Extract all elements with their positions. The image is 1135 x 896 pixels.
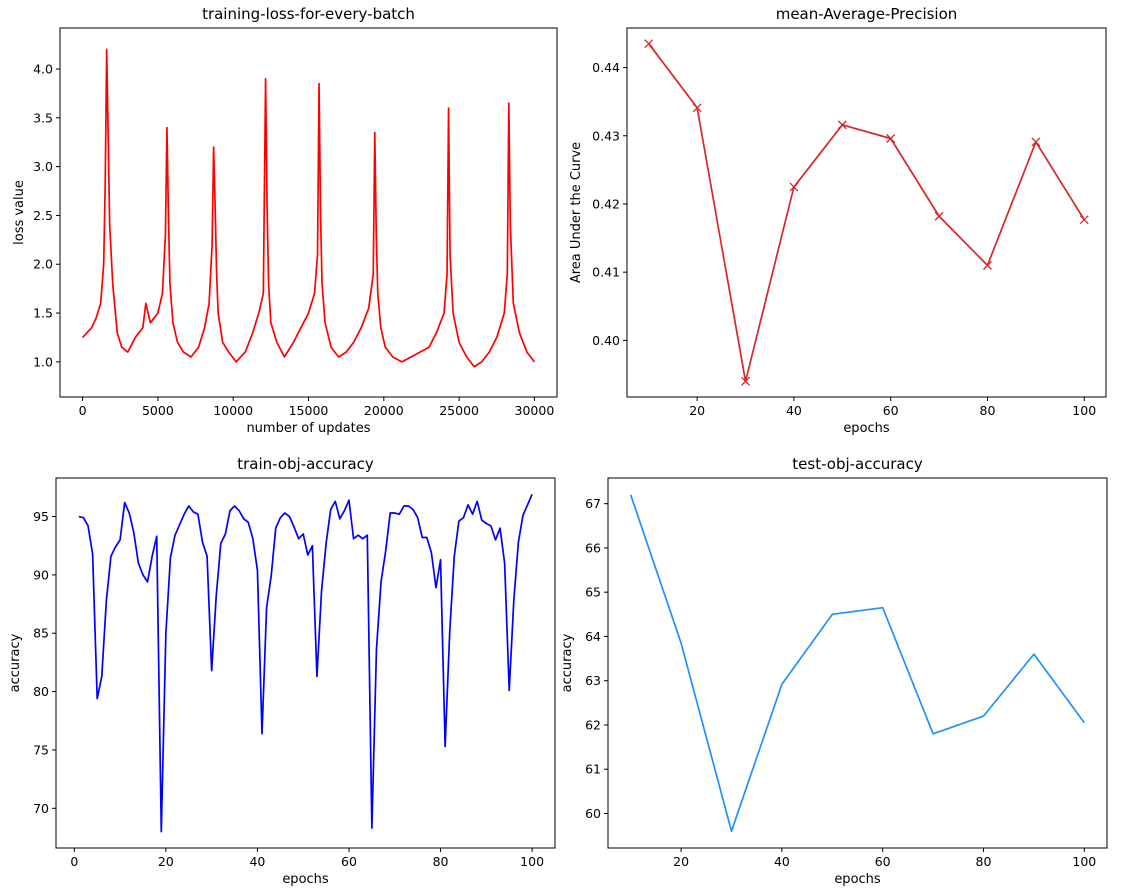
x-tick-label: 20 — [158, 854, 174, 869]
x-tick-label: 10000 — [213, 403, 253, 418]
data-point-marker — [741, 376, 750, 386]
axes-frame — [59, 27, 558, 398]
y-tick-label: 0.42 — [592, 196, 620, 211]
y-tick-label: 0.40 — [592, 333, 620, 348]
y-tick-label: 3.0 — [33, 159, 53, 174]
data-point-marker — [1079, 215, 1089, 225]
x-tick-label: 60 — [883, 403, 899, 418]
y-tick-label: 67 — [585, 496, 601, 511]
y-tick-label: 80 — [33, 684, 49, 699]
y-tick-label: 61 — [585, 762, 601, 777]
y-axis-label: accuracy — [8, 633, 23, 692]
chart-title: mean-Average-Precision — [776, 5, 958, 23]
y-tick-label: 85 — [33, 626, 49, 641]
x-tick-label: 20 — [673, 854, 689, 869]
chart-title: train-obj-accuracy — [237, 455, 374, 473]
x-tick-label: 80 — [980, 403, 996, 418]
x-tick-label: 100 — [1072, 854, 1096, 869]
y-tick-label: 1.0 — [33, 354, 53, 369]
data-point-marker — [837, 120, 847, 130]
y-tick-label: 65 — [585, 585, 601, 600]
series-line — [629, 494, 1086, 833]
x-tick-label: 20 — [689, 403, 705, 418]
y-tick-label: 0.43 — [592, 128, 620, 143]
x-tick-label: 5000 — [142, 403, 174, 418]
y-tick-label: 1.5 — [33, 306, 53, 321]
x-tick-label: 80 — [976, 854, 992, 869]
data-point-marker — [983, 260, 992, 270]
y-axis-label: accuracy — [560, 633, 575, 692]
x-tick-label: 30000 — [515, 403, 555, 418]
x-axis-label: epochs — [843, 421, 890, 436]
y-tick-label: 2.0 — [33, 257, 53, 272]
chart-loss: 0 5000 10000 15000 20000 25000 30000 1.0 1.5 2.0 2… — [12, 5, 558, 436]
data-point-marker — [934, 211, 944, 221]
y-tick-label: 66 — [585, 540, 601, 555]
y-tick-label: 64 — [585, 629, 601, 644]
y-tick-label: 4.0 — [33, 62, 53, 77]
y-tick-label: 70 — [33, 801, 49, 816]
x-tick-label: 20000 — [364, 403, 404, 418]
x-tick-label: 15000 — [289, 403, 329, 418]
series-line — [78, 494, 533, 833]
y-tick-label: 95 — [33, 509, 49, 524]
x-axis-label: number of updates — [246, 421, 370, 436]
axes-frame — [55, 477, 556, 849]
y-tick-label: 63 — [585, 673, 601, 688]
chart-title: test-obj-accuracy — [792, 455, 923, 473]
x-tick-label: 0 — [79, 403, 87, 418]
y-tick-label: 62 — [585, 717, 601, 732]
y-tick-label: 2.5 — [33, 208, 53, 223]
data-point-marker — [644, 39, 654, 49]
y-tick-label: 75 — [33, 742, 49, 757]
x-tick-label: 60 — [875, 854, 891, 869]
x-tick-label: 80 — [433, 854, 449, 869]
y-axis-label: Area Under the Curve — [569, 142, 584, 283]
x-tick-label: 100 — [1072, 403, 1096, 418]
data-point-marker — [692, 103, 702, 113]
chart-train: 0 20 40 60 80 100 70 75 80 85 90 95 train-obj-accura… — [8, 455, 556, 887]
x-tick-label: 25000 — [439, 403, 479, 418]
chart-title: training-loss-for-every-batch — [202, 5, 415, 23]
x-axis-label: epochs — [834, 872, 881, 887]
y-tick-label: 0.41 — [592, 265, 620, 280]
x-tick-label: 100 — [520, 854, 544, 869]
data-point-marker — [1031, 137, 1041, 147]
y-tick-label: 60 — [585, 806, 601, 821]
chart-test: 20 40 60 80 100 60 61 62 63 64 65 66 67 test-obj-accu… — [560, 455, 1108, 887]
x-tick-label: 40 — [786, 403, 802, 418]
chart-map: 20 40 60 80 100 0.40 0.41 0.42 0.43 0.44 mean-Aver… — [569, 5, 1107, 436]
data-point-marker — [886, 134, 896, 143]
series-line — [81, 48, 536, 368]
series-line — [648, 43, 1085, 383]
axes-frame — [626, 27, 1107, 398]
x-tick-label: 60 — [341, 854, 357, 869]
y-axis-label: loss value — [12, 180, 27, 245]
x-axis-label: epochs — [282, 872, 329, 887]
x-tick-label: 40 — [774, 854, 790, 869]
y-tick-label: 3.5 — [33, 110, 53, 125]
y-tick-label: 90 — [33, 567, 49, 582]
axes-frame — [607, 477, 1108, 849]
y-tick-label: 0.44 — [592, 60, 620, 75]
x-tick-label: 40 — [249, 854, 265, 869]
x-tick-label: 0 — [70, 854, 78, 869]
data-point-marker — [789, 182, 799, 192]
